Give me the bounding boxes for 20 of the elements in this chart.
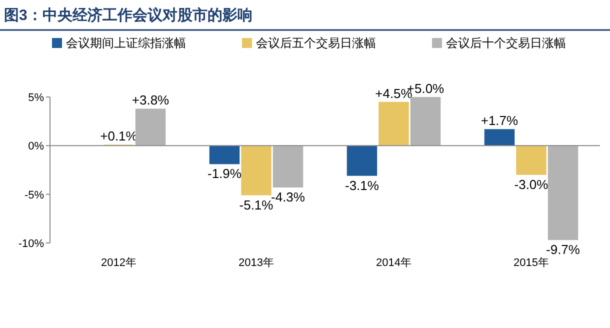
data-label: +1.7%	[480, 113, 519, 128]
legend-label: 会议后十个交易日涨幅	[446, 36, 566, 50]
x-tick-label: 2014年	[376, 257, 412, 269]
legend-label: 会议期间上证综指涨幅	[66, 36, 186, 50]
legend-label: 会议后五个交易日涨幅	[256, 36, 376, 50]
data-label: -1.9%	[208, 166, 242, 182]
x-tick-label: 2013年	[238, 257, 274, 269]
data-label: -5.1%	[239, 197, 274, 212]
y-tick-label: -5%	[24, 189, 44, 202]
data-label: +3.8%	[132, 92, 170, 108]
y-tick-label: 0%	[28, 140, 44, 153]
y-tick-label: -10%	[18, 238, 44, 250]
chart-title: 图3：中央经济工作会议对股市的影响	[4, 6, 252, 24]
x-tick-label: 2015年	[514, 257, 549, 269]
data-label: -3.0%	[514, 176, 549, 192]
x-tick-label: 2012年	[101, 257, 136, 269]
data-label: -4.3%	[271, 190, 306, 205]
data-label: -3.1%	[345, 178, 380, 193]
data-label: -9.7%	[546, 242, 580, 258]
y-tick-label: 5%	[28, 92, 44, 104]
